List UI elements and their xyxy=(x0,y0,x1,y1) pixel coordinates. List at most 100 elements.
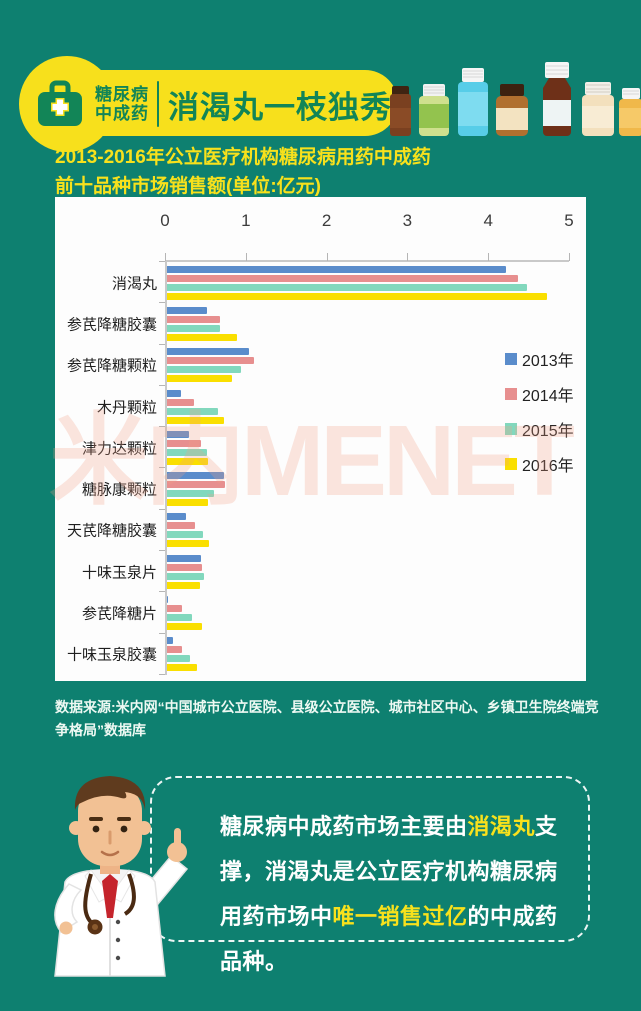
bar-group-row: 木丹颗粒 xyxy=(97,384,571,427)
cyan-bottle xyxy=(458,68,488,136)
bar-2015年 xyxy=(167,572,205,580)
bar-group-row: 糖脉康颗粒 xyxy=(82,467,571,509)
x-axis-line xyxy=(165,253,570,262)
bar-2014年 xyxy=(167,646,182,654)
bar-2015年 xyxy=(167,407,218,415)
header-badge xyxy=(60,70,398,136)
bar-2015年 xyxy=(167,614,193,622)
bar-group-row: 参芪降糖胶囊 xyxy=(67,302,571,344)
legend-item: 2014年 xyxy=(505,382,574,406)
category-label: 参芪降糖胶囊 xyxy=(66,316,157,334)
bar-2014年 xyxy=(167,315,221,323)
page-title: 消渴丸一枝独秀 xyxy=(168,89,392,125)
x-axis-tick-mark xyxy=(326,253,328,261)
x-axis-tick-mark xyxy=(165,253,166,261)
legend-label: 2013年 xyxy=(522,353,574,370)
legend-label: 2015年 xyxy=(522,423,574,440)
bar-2015年 xyxy=(167,531,204,539)
category-label: 十味玉泉胶囊 xyxy=(66,646,157,664)
legend-item: 2013年 xyxy=(505,347,574,371)
badge-label: 糖尿病 中成药 xyxy=(95,85,149,123)
bar-2013年 xyxy=(167,554,201,562)
bar-2014年 xyxy=(167,522,196,530)
chart-heading: 2013-2016年公立医疗机构糖尿病用药中成药 前十品种市场销售额(单位:亿元… xyxy=(55,143,595,201)
legend-item: 2015年 xyxy=(505,417,574,441)
x-axis-tick-label: 2 xyxy=(321,211,332,230)
legend-label: 2016年 xyxy=(522,458,574,475)
legend-marker xyxy=(505,423,517,435)
category-label: 参芪降糖片 xyxy=(81,605,157,623)
brown-syrup-bottle xyxy=(543,62,571,136)
x-axis-tick-label: 3 xyxy=(402,211,413,230)
category-label: 木丹颗粒 xyxy=(96,399,157,417)
bar-2013年 xyxy=(167,348,250,356)
bar-group-row: 参芪降糖片 xyxy=(82,591,571,633)
bar-group-row: 消渴丸 xyxy=(112,260,571,303)
category-label: 糖脉康颗粒 xyxy=(81,481,157,499)
chart-legend: 2013年 2014年 2015年 2016年 xyxy=(505,347,574,487)
bar-group-row: 津力达颗粒 xyxy=(82,426,571,468)
bar-2013年 xyxy=(167,389,181,397)
bar-2013年 xyxy=(167,513,187,521)
bar-group-row: 十味玉泉胶囊 xyxy=(67,632,571,675)
chart-heading-line2: 前十品种市场销售额(单位:亿元) xyxy=(55,176,321,197)
data-source-note: 数据来源:米内网“中国城市公立医院、县级公立医院、城市社区中心、乡镇卫生院终端竞… xyxy=(55,699,599,738)
bar-2016年 xyxy=(167,581,201,589)
chart-panel: 0 1 2 3 4 5 消渴丸 参芪降糖胶囊 参芪降糖颗粒 木丹颗粒 津力达颗粒 糖脉康颗粒 天芪降糖… xyxy=(49,197,586,681)
bar-group-row: 参芪降糖颗粒 xyxy=(67,343,571,386)
green-pill-bottle xyxy=(419,84,449,136)
bar-2013年 xyxy=(167,265,507,273)
bar-2013年 xyxy=(167,430,189,438)
bar-2013年 xyxy=(167,306,208,314)
x-axis-tick-label: 5 xyxy=(564,211,574,230)
bar-2014年 xyxy=(167,439,201,447)
badge-label-line2: 中成药 xyxy=(95,104,149,123)
amber-jar xyxy=(496,84,528,136)
speech-bubble-text: 糖尿病中成药市场主要由消渴丸支撑，消渴丸是公立医疗机构糖尿病用药市场中唯一销售过… xyxy=(220,804,572,984)
header-badge-content: 糖尿病 中成药 消渴丸一枝独秀 xyxy=(30,58,410,150)
bar-2015年 xyxy=(167,283,527,291)
bar-2014年 xyxy=(167,398,194,406)
speech-bubble: 糖尿病中成药市场主要由消渴丸支撑，消渴丸是公立医疗机构糖尿病用药市场中唯一销售过… xyxy=(150,776,590,974)
brown-small-bottle xyxy=(390,86,411,136)
honey-bottle xyxy=(619,88,641,136)
bar-2016年 xyxy=(167,375,233,383)
bubble-text-segment: 糖尿病中成药市场主要由 xyxy=(220,814,468,839)
bar-group-row: 天芪降糖胶囊 xyxy=(67,508,571,551)
bar-2016年 xyxy=(167,457,209,465)
medicine-bottles-illustration xyxy=(390,62,641,136)
doctor-illustration xyxy=(54,776,189,977)
bar-2016年 xyxy=(167,664,197,672)
bar-2014年 xyxy=(167,605,182,613)
bubble-text-segment: 的中成药品种。 xyxy=(220,904,558,974)
bubble-text-segment: 支撑，消渴丸是公立医疗机构糖尿病用药市场中 xyxy=(220,814,558,929)
x-axis-tick-mark xyxy=(245,253,247,261)
bar-2013年 xyxy=(167,472,225,480)
bar-2016年 xyxy=(167,416,224,424)
x-axis-tick-label: 0 xyxy=(160,211,170,230)
bar-2016年 xyxy=(167,540,210,548)
bubble-highlight-text: 消渴丸 xyxy=(467,814,536,839)
legend-marker xyxy=(505,353,517,365)
bar-plot-area: 消渴丸参芪降糖胶囊 参芪降糖颗粒木丹颗粒津力达颗粒糖脉康颗粒天芪降糖胶囊十味玉泉片… xyxy=(67,260,571,675)
legend-item: 2016年 xyxy=(505,452,574,476)
bar-group-row: 十味玉泉片 xyxy=(82,550,571,592)
bar-2016年 xyxy=(167,499,209,507)
x-axis-tick-mark xyxy=(407,253,409,261)
bar-2015年 xyxy=(167,448,208,456)
legend-marker xyxy=(505,388,517,400)
bar-2015年 xyxy=(167,655,191,663)
badge-label-line1: 糖尿病 xyxy=(95,85,149,104)
legend-label: 2014年 xyxy=(522,388,574,405)
badge-divider xyxy=(157,81,159,127)
bar-2015年 xyxy=(167,490,214,498)
x-axis-labels: 0 1 2 3 4 5 xyxy=(160,211,573,233)
bar-2016年 xyxy=(167,623,202,631)
bar-2016年 xyxy=(167,333,238,341)
chart-heading-line1: 2013-2016年公立医疗机构糖尿病用药中成药 xyxy=(55,147,431,168)
category-label: 天芪降糖胶囊 xyxy=(66,522,157,540)
x-axis-tick-label: 4 xyxy=(483,211,493,230)
medical-case-icon xyxy=(38,80,82,126)
bar-2016年 xyxy=(167,292,547,300)
category-label: 参芪降糖颗粒 xyxy=(66,357,157,375)
